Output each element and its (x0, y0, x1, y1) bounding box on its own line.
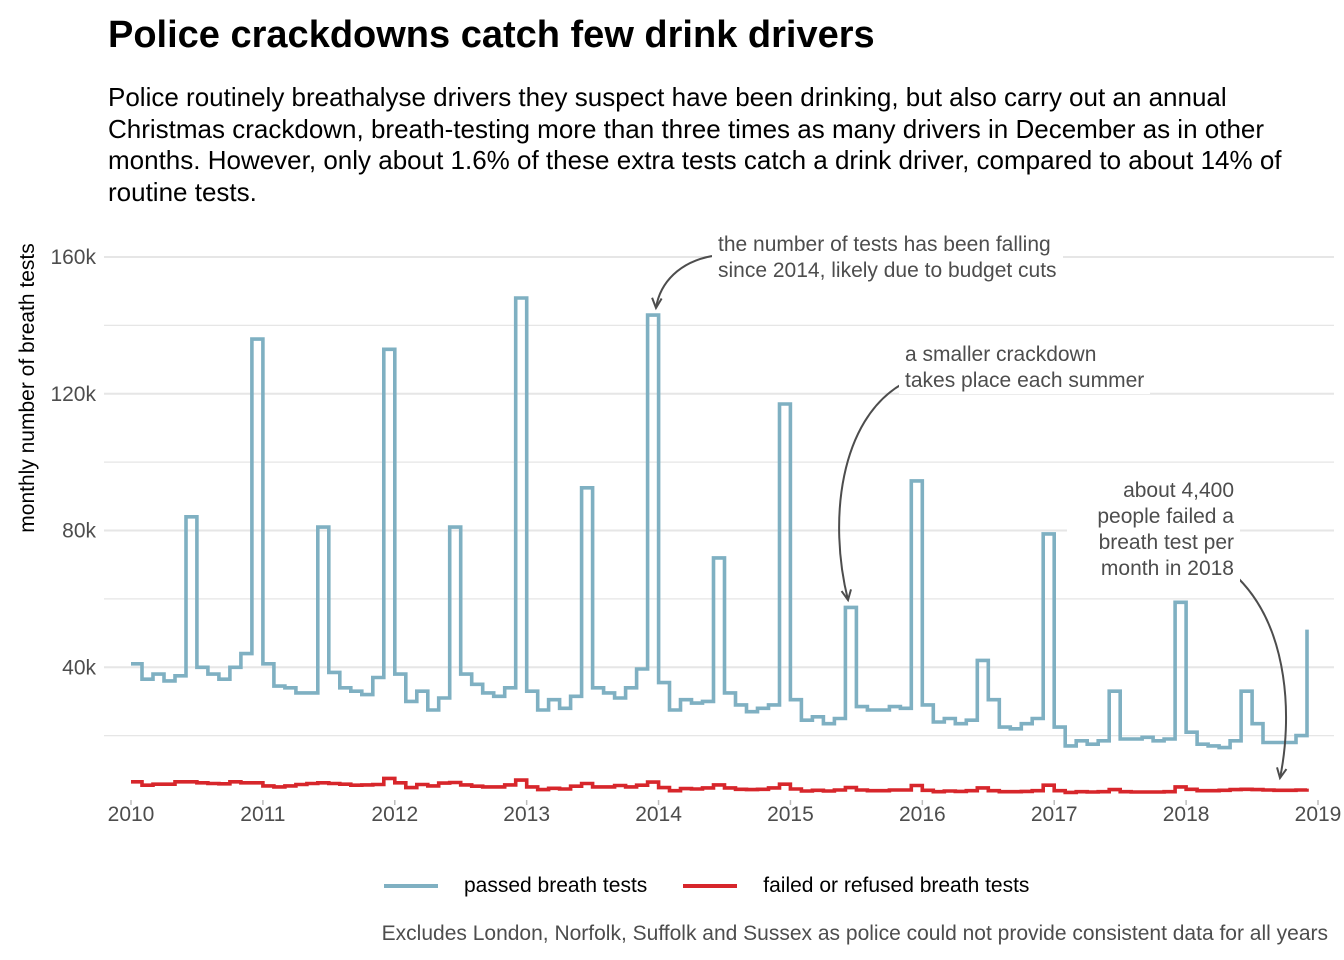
legend: passed breath tests failed or refused br… (380, 872, 1061, 900)
chart-subtitle: Police routinely breathalyse drivers the… (108, 82, 1282, 207)
x-tick-label: 2018 (1163, 803, 1210, 826)
x-tick-label: 2011 (240, 803, 285, 826)
y-tick-label: 160k (50, 246, 96, 269)
y-tick-label: 40k (62, 656, 96, 679)
arrow-failed (1237, 577, 1287, 779)
x-tick-label: 2012 (371, 803, 418, 826)
annotation-line: breath test per (1098, 531, 1234, 554)
chart-title: Police crackdowns catch few drink driver… (108, 14, 875, 56)
legend-key-passed (380, 872, 442, 900)
y-tick-label: 80k (62, 520, 96, 543)
annotation-arrows (651, 255, 1288, 781)
annotation-line: since 2014, likely due to budget cuts (718, 259, 1057, 282)
passed-series-line (131, 296, 1309, 750)
legend-label: passed breath tests (464, 874, 648, 897)
y-axis-label: monthly number of breath tests (16, 243, 39, 532)
legend-label: failed or refused breath tests (763, 874, 1030, 897)
annotation-line: about 4,400 (1123, 479, 1234, 502)
annotation-line: takes place each summer (905, 369, 1145, 392)
annotation-line: month in 2018 (1100, 557, 1234, 580)
arrow-head (651, 297, 663, 311)
x-tick-label: 2015 (767, 803, 814, 826)
annotation-falling: the number of tests has been falling sin… (712, 232, 1063, 284)
legend-item-passed: passed breath tests (380, 872, 647, 900)
y-tick-label: 120k (50, 383, 96, 406)
annotation-line: a smaller crackdown (905, 343, 1097, 366)
legend-key-failed (679, 872, 741, 900)
failed-series-line (131, 776, 1309, 795)
x-tick-label: 2014 (635, 803, 682, 826)
chart-caption: Excludes London, Norfolk, Suffolk and Su… (381, 922, 1328, 945)
arrow-head (840, 589, 852, 603)
annotation-failed: about 4,400 people failed a breath test … (1067, 478, 1240, 582)
annotation-summer: a smaller crackdown takes place each sum… (899, 342, 1151, 394)
arrow-head (1276, 767, 1288, 781)
arrow-summer (838, 383, 903, 601)
grid-lines (104, 256, 1334, 737)
y-tick-labels: 40k 80k 120k 160k (50, 246, 96, 679)
series-lines (131, 296, 1309, 795)
x-tick-label: 2013 (503, 803, 550, 826)
x-tick-label: 2019 (1295, 803, 1342, 826)
legend-item-failed: failed or refused breath tests (679, 872, 1029, 900)
arrow-falling (655, 255, 713, 309)
x-tick-label: 2010 (108, 803, 155, 826)
x-tick-label: 2017 (1031, 803, 1078, 826)
x-tick-labels: 2010 2011 2012 2013 2014 2015 2016 2017 2018 2019 (108, 800, 1342, 826)
x-tick-label: 2016 (899, 803, 946, 826)
annotation-line: the number of tests has been falling (718, 233, 1051, 256)
annotation-line: people failed a (1097, 505, 1234, 528)
